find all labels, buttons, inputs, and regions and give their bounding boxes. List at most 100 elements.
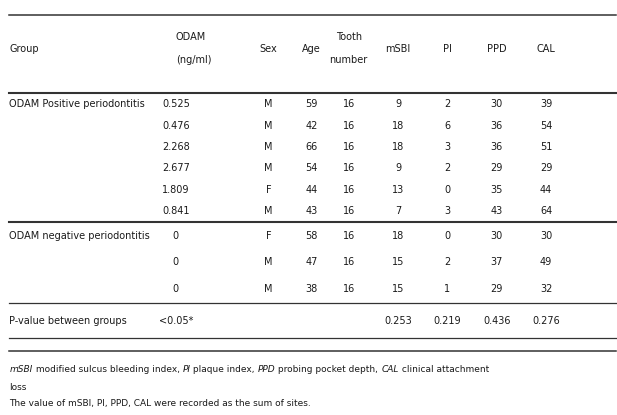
- Text: 0.841: 0.841: [162, 206, 189, 216]
- Text: probing pocket depth,: probing pocket depth,: [275, 365, 381, 374]
- Text: M: M: [264, 99, 273, 109]
- Text: 2: 2: [444, 164, 450, 173]
- Text: Age: Age: [302, 44, 321, 54]
- Text: 32: 32: [540, 284, 552, 295]
- Text: 0: 0: [173, 230, 179, 241]
- Text: 18: 18: [392, 142, 404, 152]
- Text: M: M: [264, 164, 273, 173]
- Text: 36: 36: [491, 142, 503, 152]
- Text: ODAM negative periodontitis: ODAM negative periodontitis: [9, 230, 150, 241]
- Text: 0.219: 0.219: [434, 315, 461, 326]
- Text: 9: 9: [395, 164, 401, 173]
- Text: P-value between groups: P-value between groups: [9, 315, 127, 326]
- Text: 18: 18: [392, 230, 404, 241]
- Text: 29: 29: [540, 164, 552, 173]
- Text: 16: 16: [342, 164, 355, 173]
- Text: CAL: CAL: [537, 44, 555, 54]
- Text: Sex: Sex: [260, 44, 277, 54]
- Text: 64: 64: [540, 206, 552, 216]
- Text: 2.677: 2.677: [162, 164, 190, 173]
- Text: M: M: [264, 284, 273, 295]
- Text: The value of mSBI, PI, PPD, CAL were recorded as the sum of sites.: The value of mSBI, PI, PPD, CAL were rec…: [9, 399, 311, 408]
- Text: 0: 0: [444, 185, 450, 195]
- Text: ODAM: ODAM: [176, 32, 206, 42]
- Text: 66: 66: [305, 142, 318, 152]
- Text: 2: 2: [444, 99, 450, 109]
- Text: 16: 16: [342, 206, 355, 216]
- Text: 0.525: 0.525: [162, 99, 190, 109]
- Text: 9: 9: [395, 99, 401, 109]
- Text: 15: 15: [392, 257, 404, 268]
- Text: 37: 37: [491, 257, 503, 268]
- Text: 36: 36: [491, 120, 503, 131]
- Text: F: F: [265, 230, 271, 241]
- Text: 1.809: 1.809: [162, 185, 189, 195]
- Text: CAL: CAL: [381, 365, 399, 374]
- Text: 54: 54: [540, 120, 552, 131]
- Text: clinical attachment: clinical attachment: [399, 365, 489, 374]
- Text: 16: 16: [342, 257, 355, 268]
- Text: M: M: [264, 206, 273, 216]
- Text: 43: 43: [491, 206, 503, 216]
- Text: 2.268: 2.268: [162, 142, 189, 152]
- Text: 49: 49: [540, 257, 552, 268]
- Text: 0.436: 0.436: [483, 315, 510, 326]
- Text: 54: 54: [305, 164, 318, 173]
- Text: 30: 30: [491, 230, 503, 241]
- Text: 35: 35: [491, 185, 503, 195]
- Text: 15: 15: [392, 284, 404, 295]
- Text: modified sulcus bleeding index,: modified sulcus bleeding index,: [33, 365, 183, 374]
- Text: 38: 38: [305, 284, 318, 295]
- Text: number: number: [329, 55, 368, 65]
- Text: 44: 44: [540, 185, 552, 195]
- Text: 16: 16: [342, 142, 355, 152]
- Text: 51: 51: [540, 142, 552, 152]
- Text: 0.253: 0.253: [384, 315, 412, 326]
- Text: mSBI: mSBI: [386, 44, 410, 54]
- Text: 16: 16: [342, 230, 355, 241]
- Text: 13: 13: [392, 185, 404, 195]
- Text: 16: 16: [342, 99, 355, 109]
- Text: 7: 7: [395, 206, 401, 216]
- Text: 16: 16: [342, 120, 355, 131]
- Text: 6: 6: [444, 120, 450, 131]
- Text: 39: 39: [540, 99, 552, 109]
- Text: plaque index,: plaque index,: [191, 365, 258, 374]
- Text: Group: Group: [9, 44, 39, 54]
- Text: 44: 44: [305, 185, 318, 195]
- Text: 0: 0: [444, 230, 450, 241]
- Text: 2: 2: [444, 257, 450, 268]
- Text: 29: 29: [491, 164, 503, 173]
- Text: PPD: PPD: [258, 365, 275, 374]
- Text: loss: loss: [9, 383, 27, 392]
- Text: 3: 3: [444, 206, 450, 216]
- Text: PI: PI: [443, 44, 452, 54]
- Text: PPD: PPD: [487, 44, 507, 54]
- Text: mSBI: mSBI: [9, 365, 33, 374]
- Text: 59: 59: [305, 99, 318, 109]
- Text: 1: 1: [444, 284, 450, 295]
- Text: ODAM Positive periodontitis: ODAM Positive periodontitis: [9, 99, 145, 109]
- Text: 0: 0: [173, 257, 179, 268]
- Text: 0: 0: [173, 284, 179, 295]
- Text: 30: 30: [540, 230, 552, 241]
- Text: 16: 16: [342, 185, 355, 195]
- Text: 42: 42: [305, 120, 318, 131]
- Text: M: M: [264, 257, 273, 268]
- Text: 43: 43: [305, 206, 318, 216]
- Text: <0.05*: <0.05*: [159, 315, 193, 326]
- Text: 30: 30: [491, 99, 503, 109]
- Text: 16: 16: [342, 284, 355, 295]
- Text: 29: 29: [491, 284, 503, 295]
- Text: M: M: [264, 142, 273, 152]
- Text: 58: 58: [305, 230, 318, 241]
- Text: (ng/ml): (ng/ml): [176, 55, 212, 65]
- Text: PI: PI: [183, 365, 191, 374]
- Text: M: M: [264, 120, 273, 131]
- Text: Tooth: Tooth: [336, 32, 362, 42]
- Text: 0.276: 0.276: [532, 315, 560, 326]
- Text: 18: 18: [392, 120, 404, 131]
- Text: 3: 3: [444, 142, 450, 152]
- Text: 47: 47: [305, 257, 318, 268]
- Text: 0.476: 0.476: [162, 120, 189, 131]
